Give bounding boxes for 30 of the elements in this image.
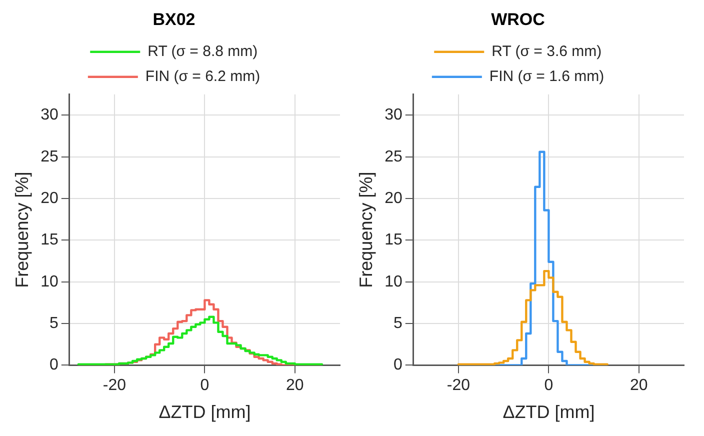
- y-tick-label: 5: [49, 314, 58, 332]
- x-tick-label: -20: [102, 377, 126, 394]
- y-tick-label: 10: [384, 273, 402, 290]
- y-tick-label: 30: [40, 106, 58, 124]
- chart-title: BX02: [152, 10, 196, 29]
- x-tick-label: 0: [200, 377, 210, 394]
- y-tick-label: 15: [384, 232, 402, 249]
- chart-title: WROC: [491, 10, 545, 29]
- y-tick-label: 10: [40, 273, 58, 290]
- y-tick-label: 0: [393, 356, 402, 374]
- y-tick-label: 15: [40, 232, 58, 249]
- y-axis-title: Frequency [%]: [12, 172, 32, 288]
- y-tick-label: 25: [40, 148, 58, 166]
- y-tick-label: 30: [384, 106, 402, 124]
- y-tick-label: 5: [393, 314, 402, 332]
- x-tick-label: 0: [544, 377, 554, 394]
- x-axis-title: ΔZTD [mm]: [158, 402, 251, 422]
- x-tick-label: 20: [630, 377, 648, 394]
- legend-label: RT (σ = 8.8 mm): [148, 43, 258, 60]
- y-axis-title: Frequency [%]: [356, 172, 376, 288]
- legend-label: FIN (σ = 6.2 mm): [145, 68, 260, 86]
- y-tick-label: 0: [49, 356, 58, 374]
- y-tick-label: 25: [384, 148, 402, 166]
- x-axis-title: ΔZTD [mm]: [502, 402, 595, 422]
- x-tick-label: -20: [446, 377, 470, 394]
- x-tick-label: 20: [286, 377, 304, 394]
- y-tick-label: 20: [384, 190, 402, 207]
- legend-label: RT (σ = 3.6 mm): [492, 43, 602, 60]
- y-tick-label: 20: [40, 190, 58, 207]
- legend-label: FIN (σ = 1.6 mm): [489, 68, 604, 86]
